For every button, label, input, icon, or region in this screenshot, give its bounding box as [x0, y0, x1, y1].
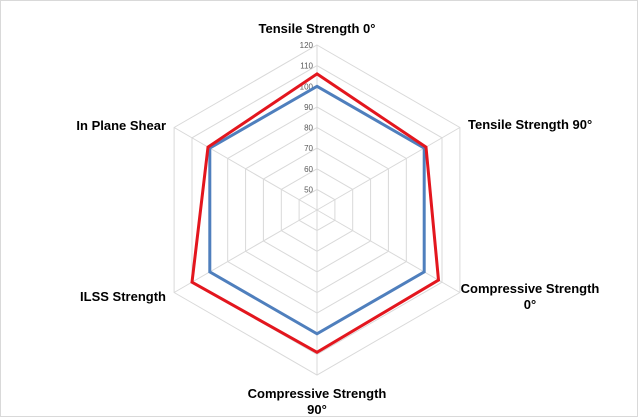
- grid-spoke: [316, 209, 461, 293]
- axis-label: Tensile Strength 90°: [468, 117, 592, 132]
- axis-label-line: Compressive Strength: [248, 386, 387, 401]
- radial-tick-labels: 50 60 70 80 90 100 110 120: [300, 41, 314, 194]
- axis-label-line: Tensile Strength 90°: [468, 117, 592, 132]
- radial-tick-label: 50: [304, 185, 313, 194]
- axis-label-line: ILSS Strength: [80, 289, 166, 304]
- radial-tick-label: 70: [304, 144, 313, 153]
- series-line-1: [208, 84, 426, 336]
- axis-label-line: 0°: [524, 297, 536, 312]
- radial-tick-label: 90: [304, 103, 313, 112]
- radial-tick-label: 120: [300, 41, 314, 50]
- axis-label-line: In Plane Shear: [76, 118, 166, 133]
- axis-labels: Tensile Strength 0° Tensile Strength 90° C…: [76, 21, 599, 417]
- radial-tick-label: 100: [300, 82, 314, 91]
- axis-label-line: Compressive Strength: [461, 281, 600, 296]
- grid-spoke: [173, 127, 318, 211]
- radar-grid: [173, 44, 461, 376]
- axis-label: Compressive Strength 0°: [461, 281, 600, 312]
- radar-series: [190, 72, 441, 355]
- grid-spoke: [173, 209, 318, 293]
- axis-label-line: Tensile Strength 0°: [259, 21, 376, 36]
- axis-label: ILSS Strength: [80, 289, 166, 304]
- grid-spoke: [316, 127, 461, 211]
- radial-tick-label: 80: [304, 124, 313, 133]
- axis-label: Compressive Strength 90°: [248, 386, 387, 417]
- radial-tick-label: 60: [304, 165, 313, 174]
- radial-tick-label: 110: [300, 62, 313, 71]
- axis-label: In Plane Shear: [76, 118, 166, 133]
- series-line-2: [190, 72, 441, 355]
- axis-label-line: 90°: [307, 402, 327, 417]
- axis-label: Tensile Strength 0°: [259, 21, 376, 36]
